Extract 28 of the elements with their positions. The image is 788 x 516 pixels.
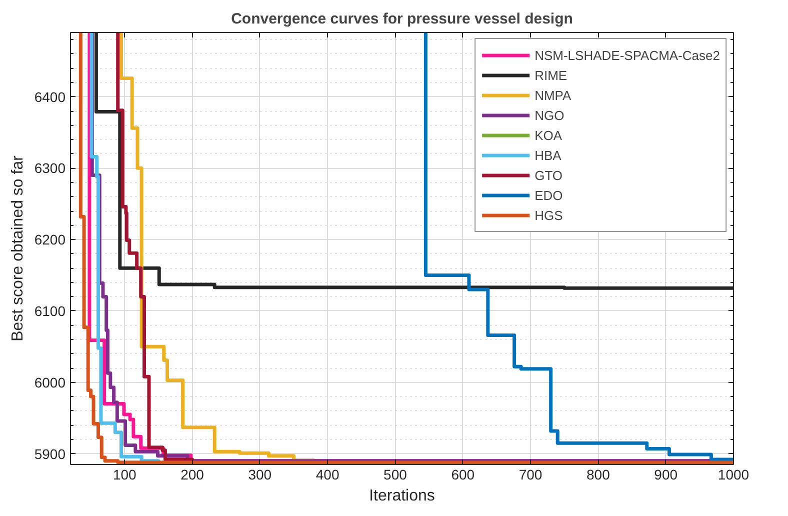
legend-label: RIME — [534, 68, 568, 82]
x-tick-label: 900 — [654, 466, 678, 482]
legend-label: HBA — [534, 148, 562, 162]
x-tick-label: 200 — [180, 466, 204, 482]
legend-label: EDO — [534, 188, 563, 202]
x-tick-label: 700 — [518, 466, 542, 482]
x-tick-label: 100 — [112, 466, 137, 482]
chart-title: Convergence curves for pressure vessel design — [231, 10, 573, 28]
x-tick-label: 800 — [586, 466, 610, 482]
y-axis-title: Best score obtained so far — [9, 154, 26, 342]
legend-label: NMPA — [534, 88, 572, 102]
y-tick-label: 6100 — [34, 302, 66, 319]
y-tick-label: 5900 — [34, 446, 66, 462]
y-tick-label: 6300 — [34, 160, 66, 176]
legend-label: GTO — [534, 168, 563, 182]
y-tick-label: 6400 — [34, 88, 66, 105]
y-tick-label: 6200 — [34, 232, 66, 248]
legend-label: HGS — [534, 208, 563, 222]
x-tick-label: 300 — [248, 466, 272, 482]
x-tick-label: 600 — [451, 466, 475, 482]
x-tick-label: 400 — [316, 466, 340, 482]
legend-label: KOA — [534, 128, 562, 142]
legend-label: NGO — [534, 108, 564, 122]
y-tick-label: 6000 — [34, 374, 66, 390]
x-tick-label: 500 — [384, 466, 408, 482]
x-axis-title: Iterations — [369, 488, 435, 504]
x-tick-label: 1000 — [718, 466, 750, 482]
legend-label: NSM-LSHADE-SPACMA-Case2 — [534, 48, 720, 62]
